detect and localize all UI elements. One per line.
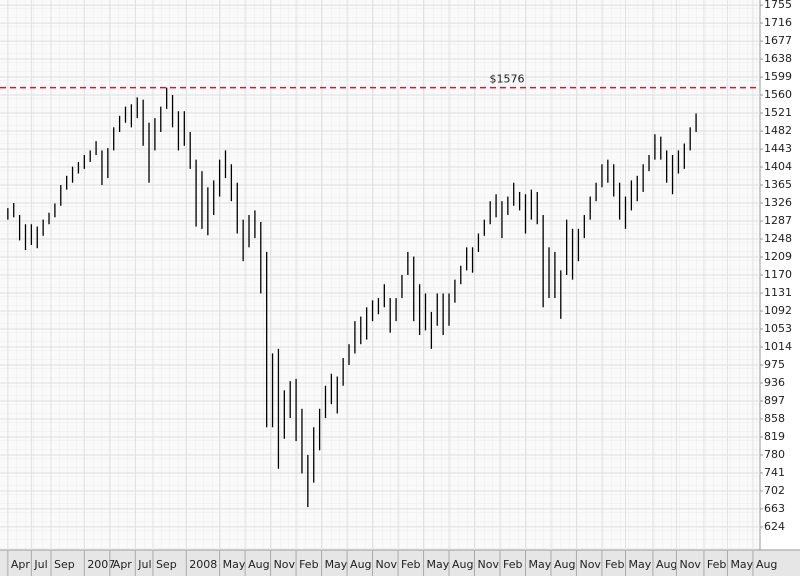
x-tick-label: Aug (554, 558, 575, 571)
x-tick-label: Feb (503, 558, 522, 571)
x-tick-label: Nov (376, 558, 398, 571)
y-tick-label: 1482 (764, 124, 792, 137)
x-tick-label: 2007 (87, 558, 115, 571)
x-tick-label: Feb (401, 558, 420, 571)
x-tick-label: 2008 (189, 558, 217, 571)
y-tick-label: 1404 (764, 160, 792, 173)
y-tick-label: 1014 (764, 340, 792, 353)
y-tick-label: 1521 (764, 106, 792, 119)
y-tick-label: 936 (764, 376, 785, 389)
y-tick-label: 1716 (764, 16, 792, 29)
y-tick-label: 1755 (764, 0, 792, 11)
y-tick-label: 1443 (764, 142, 792, 155)
y-tick-label: 663 (764, 502, 785, 515)
x-tick-label: May (223, 558, 246, 571)
y-tick-label: 1677 (764, 34, 792, 47)
x-tick-label: Feb (707, 558, 726, 571)
y-tick-label: 741 (764, 466, 785, 479)
x-tick-label: May (325, 558, 348, 571)
y-tick-label: 1365 (764, 178, 792, 191)
x-tick-label: Nov (478, 558, 500, 571)
x-tick-label: May (427, 558, 450, 571)
y-tick-label: 1326 (764, 196, 792, 209)
x-tick-label: Aug (248, 558, 269, 571)
y-tick-label: 975 (764, 358, 785, 371)
x-axis-area (0, 550, 800, 576)
x-tick-label: May (528, 558, 551, 571)
x-tick-label: Nov (274, 558, 296, 571)
reference-label: $1576 (490, 73, 525, 86)
x-tick-label: Apr (11, 558, 31, 571)
x-tick-label: May (730, 558, 753, 571)
y-tick-label: 897 (764, 394, 785, 407)
x-tick-label: Jul (137, 558, 151, 571)
y-tick-label: 819 (764, 430, 785, 443)
x-tick-label: May (628, 558, 651, 571)
y-tick-label: 1287 (764, 214, 792, 227)
x-tick-label: Sep (54, 558, 75, 571)
x-tick-label: Nov (579, 558, 601, 571)
y-tick-label: 780 (764, 448, 785, 461)
x-tick-label: Aug (452, 558, 473, 571)
x-tick-label: Sep (156, 558, 177, 571)
y-tick-label: 1248 (764, 232, 792, 245)
y-tick-label: 1599 (764, 70, 792, 83)
y-axis-area (760, 0, 800, 550)
y-tick-label: 1170 (764, 268, 792, 281)
y-tick-label: 1560 (764, 88, 792, 101)
x-tick-label: Aug (350, 558, 371, 571)
x-tick-label: Nov (679, 558, 701, 571)
y-tick-label: 702 (764, 484, 785, 497)
y-tick-label: 858 (764, 412, 785, 425)
y-tick-label: 1638 (764, 52, 792, 65)
y-tick-label: 1053 (764, 322, 792, 335)
x-tick-label: Apr (113, 558, 133, 571)
y-tick-label: 1131 (764, 286, 792, 299)
x-tick-label: Feb (605, 558, 624, 571)
x-tick-label: Aug (756, 558, 777, 571)
x-tick-label: Jul (33, 558, 47, 571)
y-tick-label: 1092 (764, 304, 792, 317)
x-tick-label: Aug (656, 558, 677, 571)
x-tick-label: Feb (299, 558, 318, 571)
y-tick-label: 624 (764, 520, 785, 533)
y-tick-label: 1209 (764, 250, 792, 263)
